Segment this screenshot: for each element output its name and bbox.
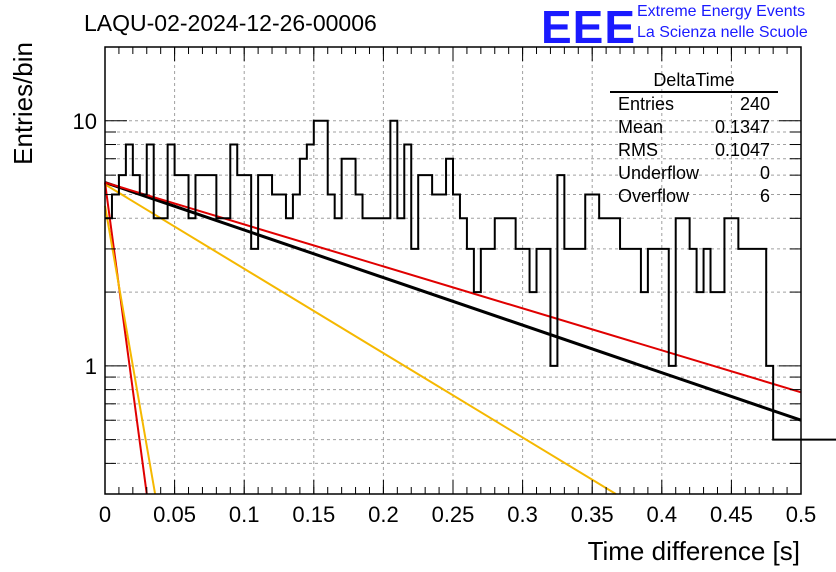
stats-label: Entries xyxy=(618,94,675,114)
stats-row: Underflow 0 xyxy=(610,162,778,185)
fit-curves xyxy=(104,181,802,495)
x-tick-label: 0.45 xyxy=(710,502,753,527)
fit-line xyxy=(104,183,617,495)
stats-value: 0.1347 xyxy=(714,117,770,137)
stats-row: Mean 0.1347 xyxy=(610,116,778,139)
stats-label: RMS xyxy=(618,140,658,160)
stats-row: Overflow 6 xyxy=(610,185,778,208)
logo-text-line2: La Scienza nelle Scuole xyxy=(637,24,808,41)
axis-ticks xyxy=(104,46,802,495)
x-tick-label: 0.35 xyxy=(571,502,614,527)
stats-label: Overflow xyxy=(618,186,690,206)
x-tick-label: 0.25 xyxy=(432,502,475,527)
axis-tick-labels: 0 0.05 0.1 0.15 0.2 0.25 0.3 0.35 0.4 0.45 0.5 1 10 xyxy=(73,109,817,527)
y-axis-label: Entries/bin xyxy=(8,42,38,165)
fit-line xyxy=(104,182,148,495)
stats-value: 0 xyxy=(759,163,770,183)
x-tick-label: 0.15 xyxy=(292,502,335,527)
chart-title: LAQU-02-2024-12-26-00006 xyxy=(84,10,377,36)
stats-label: Underflow xyxy=(618,163,700,183)
fit-line xyxy=(104,181,802,422)
stats-row: RMS 0.1047 xyxy=(610,139,778,162)
stats-title: DeltaTime xyxy=(610,70,778,93)
stats-row: Entries 240 xyxy=(610,93,778,116)
stats-value: 240 xyxy=(739,94,770,114)
y-tick-label: 1 xyxy=(85,354,97,379)
y-tick-label: 10 xyxy=(73,109,97,134)
x-tick-label: 0.5 xyxy=(786,502,817,527)
stats-box: DeltaTime Entries 240 Mean 0.1347 RMS 0.… xyxy=(610,70,778,208)
eee-logo: EEE xyxy=(541,1,637,53)
x-tick-label: 0.05 xyxy=(153,502,196,527)
stats-value: 6 xyxy=(759,186,770,206)
stats-label: Mean xyxy=(618,117,664,137)
x-tick-label: 0.3 xyxy=(507,502,538,527)
fit-line xyxy=(104,205,157,495)
x-tick-label: 0.2 xyxy=(368,502,399,527)
stats-value: 0.1047 xyxy=(714,140,770,160)
x-tick-label: 0.1 xyxy=(229,502,260,527)
x-axis-label: Time difference [s] xyxy=(588,536,800,566)
logo-text-line1: Extreme Energy Events xyxy=(637,3,806,20)
x-tick-label: 0 xyxy=(99,502,111,527)
x-tick-label: 0.4 xyxy=(647,502,678,527)
histogram-bars xyxy=(105,119,836,441)
histogram-step-line xyxy=(105,119,836,441)
